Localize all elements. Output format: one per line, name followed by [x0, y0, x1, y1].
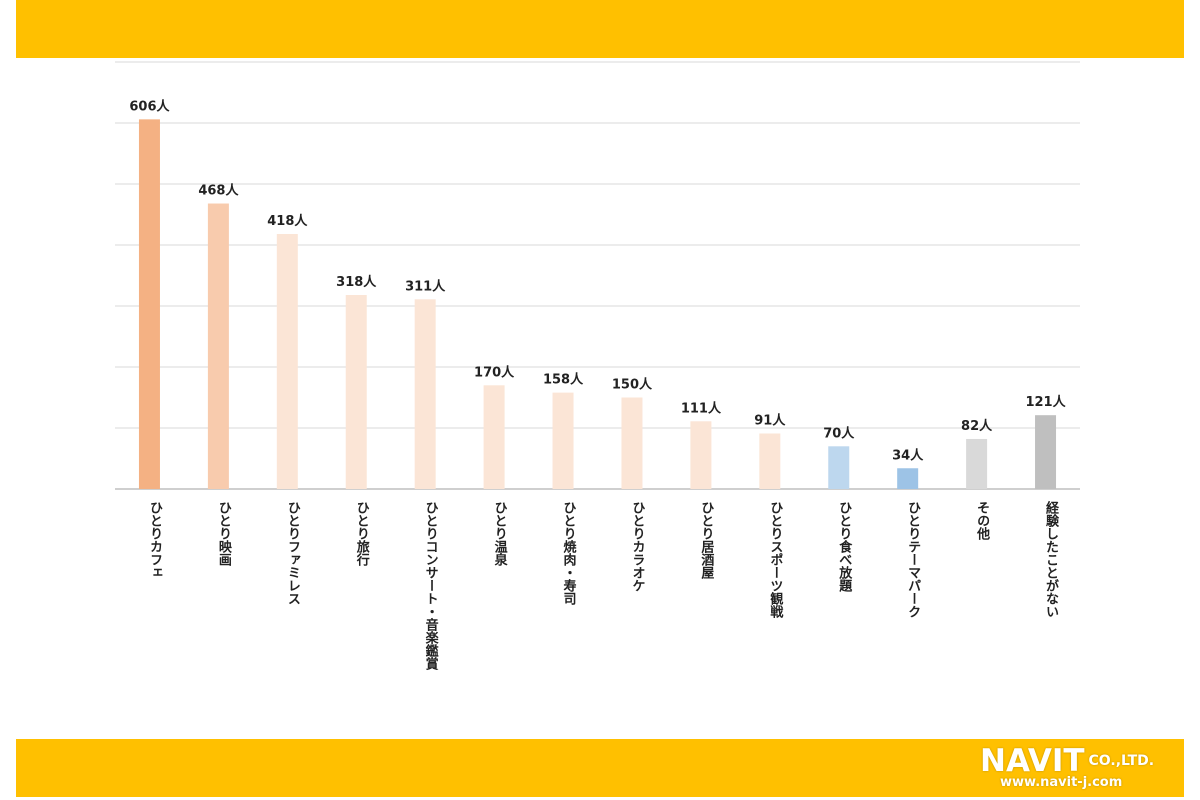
data-label: 91人: [754, 412, 786, 428]
bar: [345, 295, 367, 489]
category-label: ひとり旅行: [354, 501, 371, 567]
data-label: 111人: [681, 400, 722, 416]
data-label: 318人: [336, 274, 377, 290]
category-label: 経験したことがない: [1043, 500, 1059, 618]
bar: [276, 234, 298, 489]
bar: [414, 299, 436, 489]
data-label: 121人: [1025, 394, 1066, 410]
data-label: 82人: [961, 418, 993, 434]
data-label: 468人: [198, 183, 239, 199]
category-label: その他: [974, 501, 991, 541]
bar: [552, 392, 574, 489]
category-label: ひとり映画: [216, 501, 232, 567]
bar: [138, 119, 160, 489]
data-label: 170人: [474, 364, 515, 380]
bar: [759, 433, 781, 489]
data-label: 70人: [823, 425, 855, 441]
bar: [897, 468, 919, 489]
bar: [483, 385, 505, 489]
logo-wordmark: NAVIT CO.,LTD.: [980, 745, 1154, 777]
bar: [828, 446, 850, 489]
logo-suffix: CO.,LTD.: [1088, 753, 1155, 769]
category-label: ひとりテーマパーク: [905, 501, 921, 618]
category-label: ひとり居酒屋: [698, 501, 714, 580]
data-label: 418人: [267, 213, 308, 229]
category-label: ひとり焼肉・寿司: [561, 501, 577, 606]
bar: [690, 421, 712, 489]
header-band: [16, 0, 1184, 58]
data-label: 150人: [612, 377, 653, 393]
category-label: ひとりカラオケ: [629, 501, 645, 592]
category-label: ひとりファミレス: [285, 501, 300, 605]
bar: [621, 397, 643, 489]
data-label: 311人: [405, 278, 446, 294]
category-label: ひとり食べ放題: [836, 501, 853, 593]
bar: [1035, 415, 1057, 489]
data-label: 606人: [129, 98, 170, 114]
category-label: ひとり温泉: [492, 501, 508, 567]
navit-logo: NAVIT CO.,LTD. www.navit-j.com: [980, 745, 1180, 793]
footer-band: [16, 739, 1184, 797]
bar: [207, 203, 229, 489]
data-label: 158人: [543, 372, 584, 388]
logo-text: NAVIT: [980, 743, 1085, 779]
logo-url: www.navit-j.com: [1000, 775, 1123, 790]
data-label: 34人: [892, 447, 924, 463]
category-label: ひとりコンサート・音楽鑑賞: [423, 501, 440, 671]
category-label: ひとりスポーツ観戦: [767, 501, 784, 619]
category-label: ひとりカフェ: [147, 501, 162, 579]
bar: [966, 438, 988, 489]
